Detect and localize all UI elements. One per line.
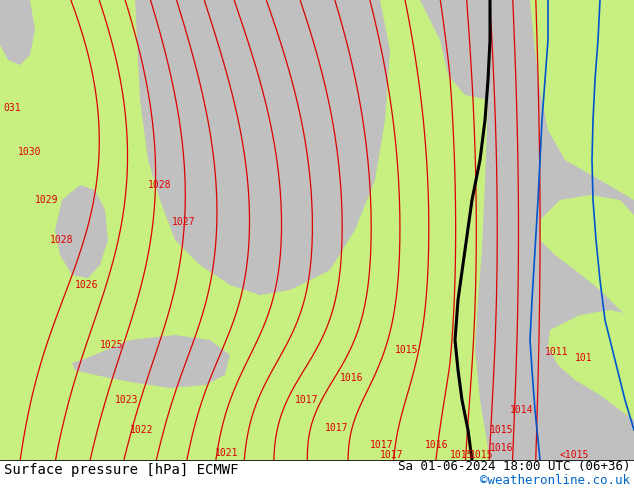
- Text: 1025: 1025: [100, 340, 124, 350]
- Text: 1011: 1011: [545, 347, 569, 357]
- Polygon shape: [500, 0, 634, 200]
- Polygon shape: [475, 0, 634, 460]
- Text: 1023: 1023: [115, 395, 138, 405]
- Polygon shape: [72, 335, 230, 388]
- Text: 1015: 1015: [450, 450, 474, 460]
- Text: 1022: 1022: [130, 425, 153, 435]
- Bar: [0, 460, 634, 490]
- Text: 1015: 1015: [395, 345, 418, 355]
- Text: 1016: 1016: [340, 373, 363, 383]
- Text: 1016: 1016: [490, 443, 514, 453]
- Text: 1026: 1026: [75, 280, 98, 290]
- Text: 1017: 1017: [325, 423, 349, 433]
- Text: ©weatheronline.co.uk: ©weatheronline.co.uk: [480, 473, 630, 487]
- Text: 1028: 1028: [148, 180, 172, 190]
- Text: 1016: 1016: [425, 440, 448, 450]
- Text: 1015: 1015: [490, 425, 514, 435]
- Text: 031: 031: [3, 103, 21, 113]
- Text: 1027: 1027: [172, 217, 195, 227]
- Text: Surface pressure [hPa] ECMWF: Surface pressure [hPa] ECMWF: [4, 463, 238, 477]
- Polygon shape: [420, 0, 510, 100]
- Polygon shape: [135, 0, 390, 295]
- Text: 1028: 1028: [50, 235, 74, 245]
- Polygon shape: [540, 195, 634, 320]
- Text: <1015: <1015: [560, 450, 590, 460]
- Text: 1029: 1029: [35, 195, 58, 205]
- Text: 1017: 1017: [380, 450, 403, 460]
- Text: 1014: 1014: [510, 405, 533, 415]
- Polygon shape: [0, 0, 35, 65]
- Text: 1017: 1017: [370, 440, 394, 450]
- Text: 1021: 1021: [215, 448, 238, 458]
- Text: Sa 01-06-2024 18:00 UTC (06+36): Sa 01-06-2024 18:00 UTC (06+36): [398, 460, 630, 472]
- Polygon shape: [55, 185, 108, 278]
- Text: 1015: 1015: [470, 450, 493, 460]
- Text: 1017: 1017: [295, 395, 318, 405]
- Text: 101: 101: [575, 353, 593, 363]
- Polygon shape: [548, 310, 634, 420]
- Text: 1030: 1030: [18, 147, 41, 157]
